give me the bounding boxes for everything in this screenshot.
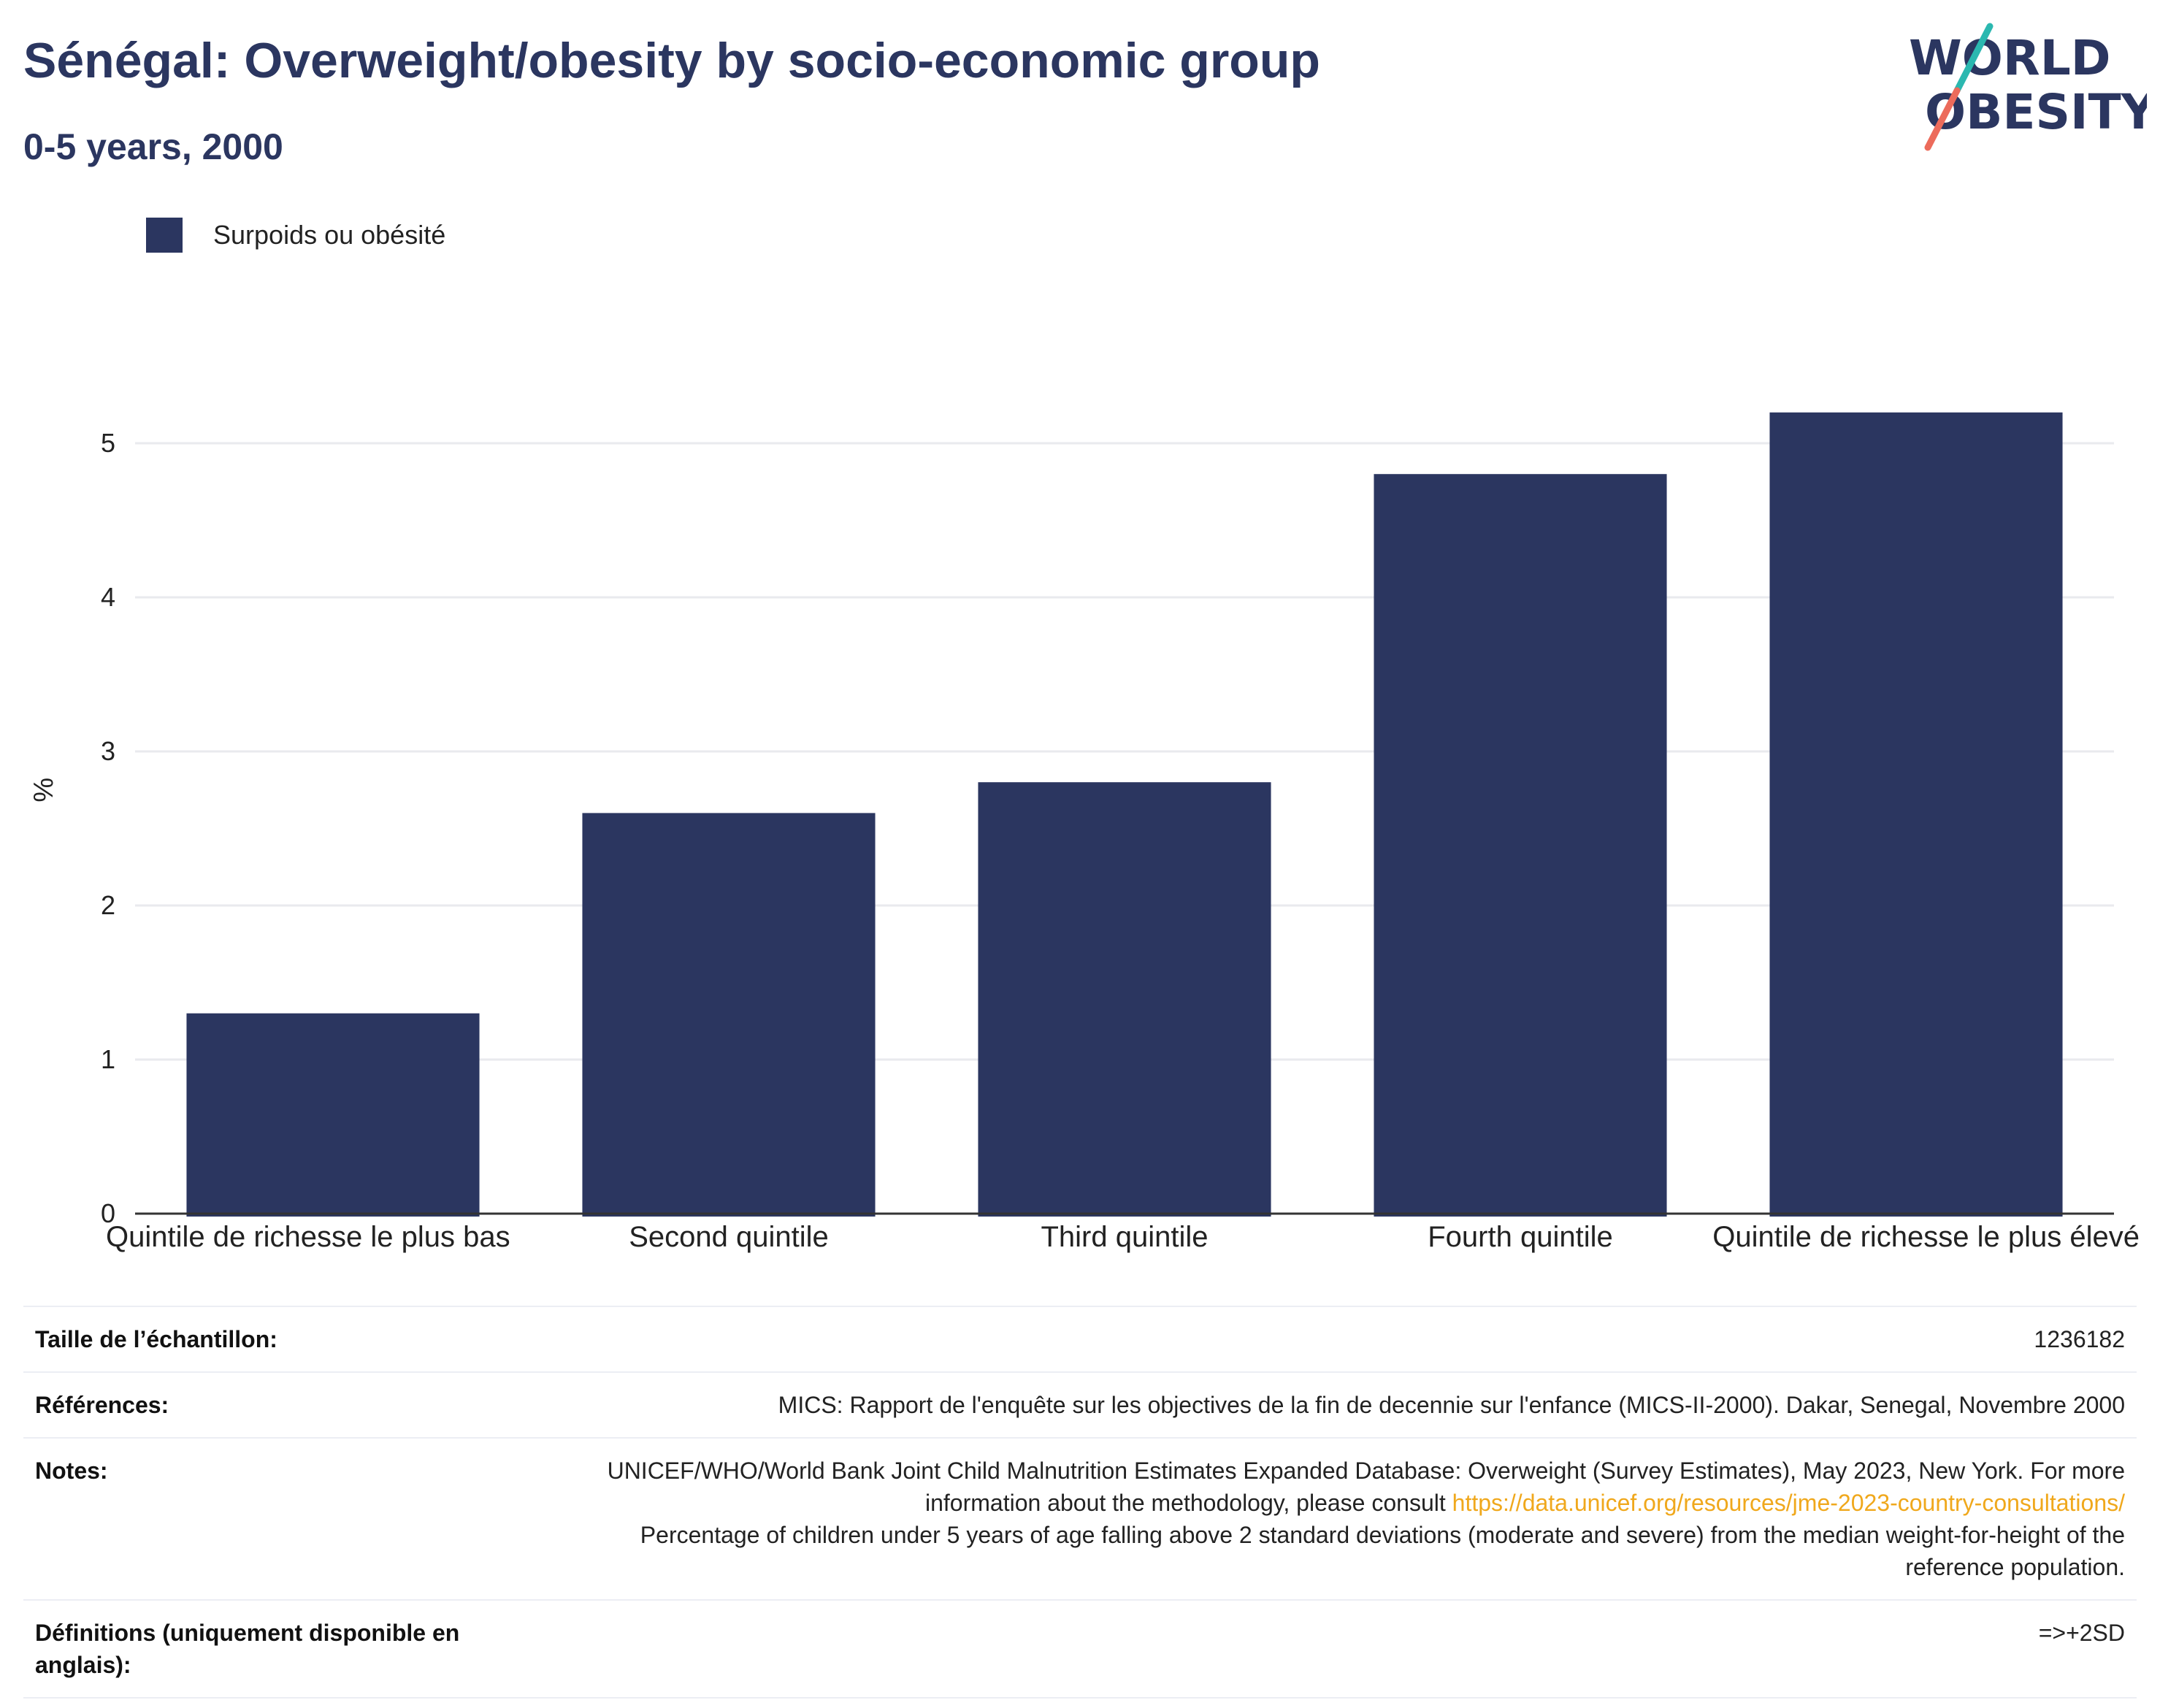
- definitions-value: =>+2SD: [2038, 1620, 2125, 1646]
- notes-text-2: York. For more information about the met…: [925, 1458, 2125, 1516]
- x-tick-label: Quintile de richesse le plus élevé: [1712, 1221, 2140, 1253]
- bar: [1374, 474, 1667, 1217]
- logo-slash-coral: [1924, 87, 1961, 151]
- logo-text-obesity: OBESITY: [1925, 84, 2147, 140]
- page-title: Sénégal: Overweight/obesity by socio-eco…: [23, 33, 1320, 88]
- table-row-definitions: Définitions (uniquement disponible en an…: [23, 1599, 2137, 1699]
- logo-text-world: WORLD: [1909, 30, 2111, 86]
- x-tick-label: Second quintile: [629, 1221, 829, 1253]
- notes-link[interactable]: https://data.unicef.org/resources/jme-20…: [1452, 1490, 2125, 1516]
- y-tick-label: 4: [101, 582, 115, 612]
- legend-swatch: [146, 218, 183, 253]
- x-tick-label: Third quintile: [1041, 1221, 1208, 1253]
- y-tick-label: 0: [101, 1198, 115, 1228]
- y-tick-label: 1: [101, 1044, 115, 1074]
- y-tick-label: 5: [101, 428, 115, 458]
- table-row-references: Références: MICS: Rapport de l'enquête s…: [23, 1371, 2137, 1437]
- bar: [978, 782, 1271, 1217]
- chart-legend: Surpoids ou obésité: [146, 218, 445, 253]
- table-row-notes: Notes: UNICEF/WHO/World Bank Joint Child…: [23, 1437, 2137, 1599]
- bar: [1769, 412, 2063, 1217]
- definitions-label: Définitions (uniquement disponible en an…: [35, 1620, 460, 1678]
- info-table: Taille de l’échantillon: 1236182 Référen…: [23, 1306, 2137, 1699]
- sample-size-label: Taille de l’échantillon:: [35, 1326, 277, 1352]
- logo-slash-teal: [1953, 23, 1994, 94]
- bar: [186, 1013, 480, 1217]
- sample-size-value: 1236182: [2034, 1326, 2125, 1352]
- bar: [582, 813, 876, 1217]
- references-label: Références:: [35, 1392, 169, 1418]
- bar-chart: 0 1 2 3 4 5% Quintile de richesse le plus bas S…: [28, 412, 2140, 1253]
- x-tick-label: Quintile de richesse le plus bas: [106, 1221, 510, 1253]
- notes-text-3: Percentage of children under 5 years of …: [640, 1522, 2125, 1580]
- page-subtitle: 0-5 years, 2000: [23, 126, 283, 167]
- notes-label: Notes:: [35, 1458, 108, 1484]
- y-axis-title: %: [28, 778, 59, 803]
- y-tick-label: 2: [101, 890, 115, 920]
- x-tick-label: Fourth quintile: [1428, 1221, 1612, 1253]
- references-value: MICS: Rapport de l'enquête sur les objec…: [778, 1392, 2125, 1418]
- world-obesity-logo: WORLD OBESITY: [1909, 23, 2147, 151]
- notes-value: UNICEF/WHO/World Bank Joint Child Malnut…: [546, 1455, 2125, 1583]
- table-row-sample: Taille de l’échantillon: 1236182: [23, 1306, 2137, 1371]
- legend-label: Surpoids ou obésité: [213, 220, 446, 250]
- y-tick-label: 3: [101, 736, 115, 766]
- notes-text-1: UNICEF/WHO/World Bank Joint Child Malnut…: [607, 1458, 1966, 1484]
